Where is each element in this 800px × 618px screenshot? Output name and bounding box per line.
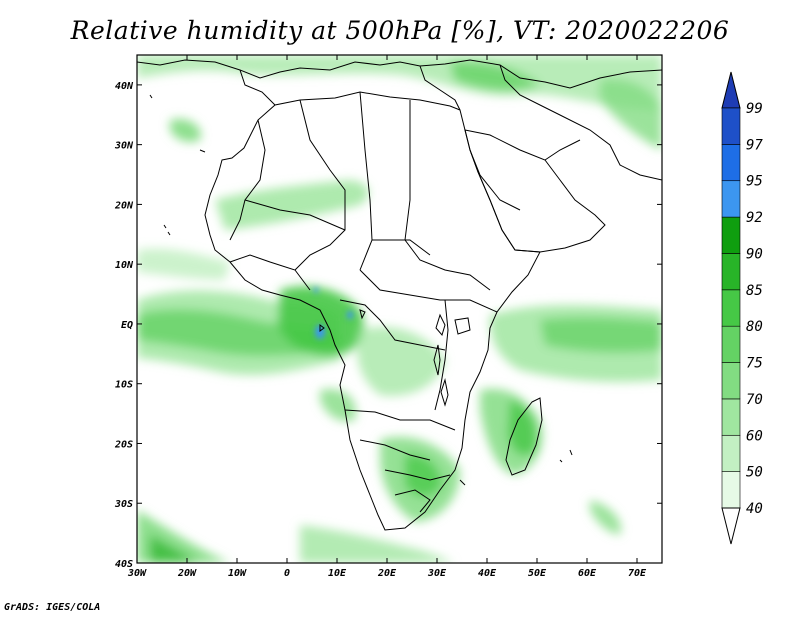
colorbar-level-label: 90 — [746, 246, 763, 262]
lat-tick-label: 10N — [115, 260, 134, 271]
lat-tick-label: 30N — [114, 141, 134, 152]
colorbar-min-triangle — [721, 507, 741, 545]
lon-tick-label: 10E — [328, 568, 347, 579]
lat-tick-label: 20S — [114, 439, 133, 450]
lon-tick-label: 30W — [127, 568, 147, 579]
colorbar-level-label: 60 — [746, 428, 763, 444]
colorbar-level-label: 95 — [746, 174, 763, 190]
colorbar-level-label: 85 — [746, 283, 763, 299]
lon-tick-label: 40E — [478, 568, 497, 579]
map-frame — [136, 54, 663, 564]
colorbar-swatch — [721, 107, 741, 145]
lon-tick-label: 10W — [228, 568, 247, 579]
colorbar-swatch — [721, 471, 741, 509]
colorbar-swatch — [721, 216, 741, 254]
map-title: Relative humidity at 500hPa [%], VT: 202… — [70, 16, 730, 45]
colorbar-swatch — [721, 289, 741, 327]
lat-tick-label: 20N — [114, 200, 134, 211]
colorbar-level-label: 97 — [746, 137, 763, 153]
lon-tick-label: 70E — [628, 568, 647, 579]
humidity-field — [137, 55, 662, 563]
latitude-axis: 40N 30N 20N 10N EQ 10S 20S 30S 40S — [114, 81, 662, 570]
lon-tick-label: 30E — [427, 568, 447, 579]
colorbar-swatch — [721, 144, 741, 182]
lon-tick-label: 20E — [377, 568, 397, 579]
lon-tick-label: 60E — [578, 568, 597, 579]
lat-tick-label: 40N — [115, 81, 134, 92]
lon-tick-label: 50E — [528, 568, 547, 579]
colorbar-level-label: 40 — [746, 501, 763, 517]
colorbar-level-label: 99 — [746, 101, 763, 117]
colorbar-level-label: 80 — [746, 319, 763, 335]
colorbar-swatch — [721, 253, 741, 291]
longitude-axis: 30W 20W 10W 0 10E 20E 30E 40E 50E 60E 70E — [127, 55, 647, 579]
lat-tick-label: 40S — [115, 559, 133, 570]
colorbar-swatch — [721, 325, 741, 363]
coastlines — [137, 59, 662, 531]
colorbar-max-triangle — [721, 71, 741, 109]
lat-tick-label: EQ — [121, 320, 133, 331]
colorbar-swatch — [721, 434, 741, 472]
colorbar-swatch — [721, 398, 741, 436]
colorbar-level-label: 50 — [746, 465, 763, 481]
colorbar-level-label: 92 — [746, 210, 763, 226]
lon-tick-label: 20W — [177, 568, 197, 579]
lat-tick-label: 10S — [115, 380, 133, 391]
colorbar-level-label: 70 — [746, 392, 763, 408]
colorbar-swatch — [721, 180, 741, 218]
lat-tick-label: 30S — [114, 499, 133, 510]
grads-credit: GrADS: IGES/COLA — [4, 602, 101, 613]
colorbar: 40 50 60 70 75 80 85 90 92 95 97 99 — [721, 71, 763, 545]
lon-tick-label: 0 — [284, 568, 290, 579]
colorbar-level-label: 75 — [746, 356, 763, 372]
colorbar-swatch — [721, 362, 741, 400]
